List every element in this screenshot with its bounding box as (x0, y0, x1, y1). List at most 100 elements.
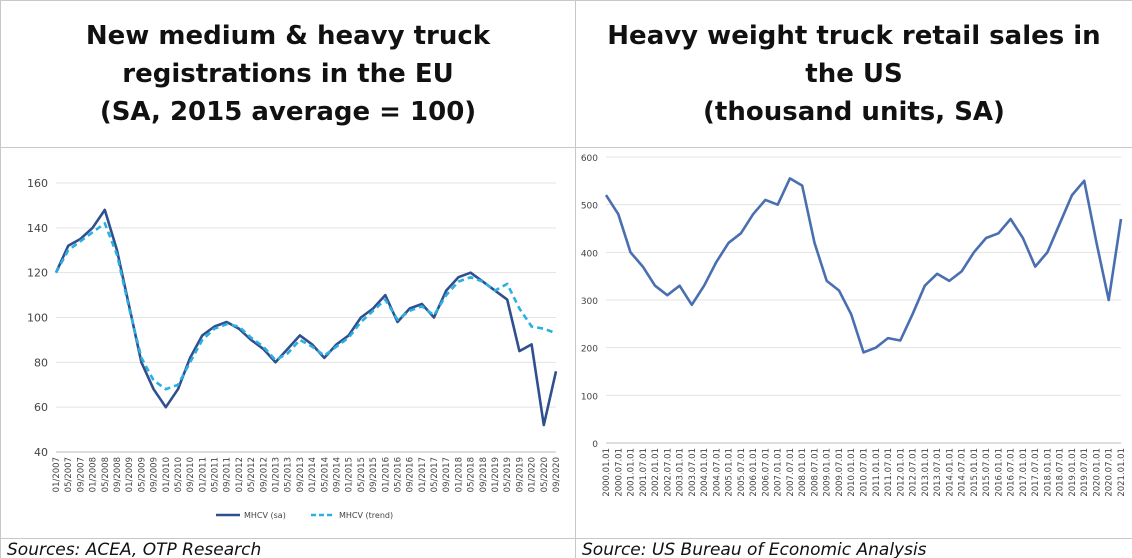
chart-title: Heavy weight truck retail sales in the U… (607, 21, 1101, 89)
x-tick-label: 01/2013 (272, 457, 282, 492)
x-tick-label: 2016.01.01 (994, 448, 1004, 497)
source-note: Sources: ACEA, OTP Research (0, 538, 576, 558)
x-tick-label: 2012.07.01 (909, 448, 919, 497)
x-tick-label: 01/2008 (89, 457, 99, 492)
x-tick-label: 2016.07.01 (1007, 448, 1017, 497)
x-tick-label: 05/2014 (320, 457, 330, 492)
y-tick-label: 80 (34, 356, 48, 369)
x-tick-label: 01/2019 (491, 457, 501, 492)
x-tick-label: 01/2011 (198, 457, 208, 492)
x-tick-label: 2003.07.01 (688, 448, 698, 497)
y-tick-label: 60 (34, 401, 48, 414)
x-tick-label: 05/2011 (211, 457, 221, 492)
x-tick-label: 2021.01.01 (1117, 448, 1127, 497)
x-tick-label: 09/2011 (223, 457, 233, 492)
x-tick-label: 2004.07.01 (712, 448, 722, 497)
x-tick-label: 2015.07.01 (982, 448, 992, 497)
x-tick-label: 01/2015 (345, 457, 355, 492)
chart-title: New medium & heavy truck registrations i… (85, 21, 491, 89)
header-cell: New medium & heavy truck registrations i… (0, 0, 576, 148)
x-tick-label: 05/2015 (357, 457, 367, 492)
x-tick-label: 09/2018 (479, 457, 489, 492)
x-tick-label: 2013.07.01 (933, 448, 943, 497)
x-tick-label: 2006.07.01 (761, 448, 771, 497)
y-tick-label: 40 (34, 446, 48, 459)
x-tick-label: 2003.01.01 (676, 448, 686, 497)
x-tick-label: 2001.07.01 (639, 448, 649, 497)
x-tick-label: 05/2007 (64, 457, 74, 492)
x-tick-label: 2005.07.01 (737, 448, 747, 497)
x-tick-label: 2002.07.01 (663, 448, 673, 497)
y-tick-label: 600 (581, 154, 598, 164)
data-line (54, 222, 557, 391)
x-tick-label: 2006.01.01 (749, 448, 759, 497)
x-tick-label: 2009.07.01 (835, 448, 845, 497)
x-tick-label: 2018.07.01 (1056, 448, 1066, 497)
x-tick-label: 2019.01.01 (1068, 448, 1078, 497)
x-tick-label: 2017.07.01 (1031, 448, 1041, 497)
y-tick-label: 0 (592, 440, 598, 450)
y-tick-label: 140 (27, 222, 48, 235)
x-tick-label: 09/2017 (442, 457, 452, 492)
x-tick-label: 01/2016 (381, 457, 391, 492)
y-tick-label: 120 (27, 267, 48, 280)
x-tick-label: 05/2016 (393, 457, 403, 492)
x-tick-label: 2010.01.01 (847, 448, 857, 497)
chart-subtitle: (SA, 2015 average = 100) (99, 97, 477, 127)
x-tick-label: 05/2020 (540, 457, 550, 492)
x-tick-label: 05/2019 (503, 457, 513, 492)
x-tick-label: 2018.01.01 (1043, 448, 1053, 497)
x-tick-label: 05/2013 (284, 457, 294, 492)
x-tick-label: 09/2009 (150, 457, 160, 492)
x-tick-label: 09/2019 (515, 457, 525, 492)
x-tick-label: 2000.07.01 (614, 448, 624, 497)
y-tick-label: 500 (581, 202, 598, 212)
x-tick-label: 2020.07.01 (1105, 448, 1115, 497)
x-tick-label: 09/2007 (76, 457, 86, 492)
x-tick-label: 2017.01.01 (1019, 448, 1029, 497)
x-tick-label: 01/2012 (235, 457, 245, 492)
x-tick-label: 01/2010 (162, 457, 172, 492)
x-tick-label: 05/2017 (430, 457, 440, 492)
x-tick-label: 05/2012 (247, 457, 257, 492)
y-tick-label: 400 (581, 249, 598, 259)
x-tick-label: 2007.07.01 (786, 448, 796, 497)
x-tick-label: 2009.01.01 (823, 448, 833, 497)
x-tick-label: 2007.01.01 (774, 448, 784, 497)
source-note: Source: US Bureau of Economic Analysis (575, 538, 1132, 558)
x-tick-label: 2011.01.01 (872, 448, 882, 497)
x-tick-label: 05/2018 (467, 457, 477, 492)
x-tick-label: 2020.01.01 (1092, 448, 1102, 497)
x-tick-label: 09/2016 (406, 457, 416, 492)
x-tick-label: 05/2009 (137, 457, 147, 492)
x-tick-label: 01/2007 (52, 457, 62, 492)
x-tick-label: 01/2014 (308, 457, 318, 492)
y-tick-label: 300 (581, 297, 598, 307)
chart-cell: 0 100 200 300 400 500 600 2000.01.01 2000.07.01 2… (575, 147, 1132, 539)
x-tick-label: 2004.01.01 (700, 448, 710, 497)
x-tick-label: 05/2010 (174, 457, 184, 492)
data-line (604, 177, 1123, 354)
x-tick-label: 01/2018 (454, 457, 464, 492)
x-tick-label: 05/2008 (101, 457, 111, 492)
x-tick-label: 2015.01.01 (970, 448, 980, 497)
x-tick-label: 2014.07.01 (958, 448, 968, 497)
x-tick-label: 2008.07.01 (810, 448, 820, 497)
y-tick-label: 100 (581, 392, 598, 402)
x-tick-label: 09/2012 (259, 457, 269, 492)
x-tick-label: 2002.01.01 (651, 448, 661, 497)
x-tick-label: 01/2017 (418, 457, 428, 492)
chart-subtitle: (thousand units, SA) (703, 97, 1005, 127)
x-tick-label: 2010.07.01 (860, 448, 870, 497)
x-tick-label: 01/2009 (125, 457, 135, 492)
x-tick-label: 2012.01.01 (896, 448, 906, 497)
x-tick-label: 2005.01.01 (725, 448, 735, 497)
x-tick-label: 09/2020 (552, 457, 562, 492)
y-tick-label: 100 (27, 312, 48, 325)
x-tick-label: 09/2013 (296, 457, 306, 492)
x-tick-label: 2019.07.01 (1080, 448, 1090, 497)
legend-label: MHCV (trend) (339, 511, 393, 520)
